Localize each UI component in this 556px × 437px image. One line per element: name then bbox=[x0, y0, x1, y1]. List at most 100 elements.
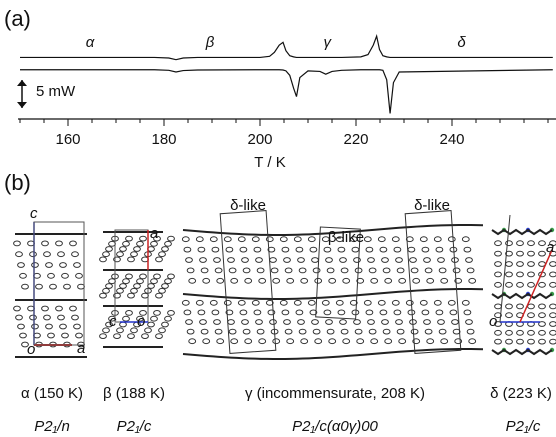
molecule bbox=[505, 303, 513, 310]
caption: β (188 K) bbox=[103, 385, 165, 402]
molecule bbox=[153, 273, 161, 280]
molecule bbox=[353, 257, 361, 263]
molecule bbox=[49, 283, 57, 290]
molecule bbox=[461, 299, 470, 306]
overlay-label: δ-like bbox=[230, 197, 266, 214]
molecule bbox=[139, 235, 147, 242]
molecule bbox=[116, 327, 124, 334]
molecule bbox=[185, 319, 193, 325]
molecule bbox=[505, 271, 513, 278]
molecule bbox=[494, 312, 502, 319]
molecule bbox=[47, 332, 55, 339]
molecule bbox=[405, 236, 414, 243]
molecule bbox=[150, 315, 158, 322]
molecule bbox=[119, 283, 127, 289]
molecule bbox=[435, 309, 444, 316]
molecule bbox=[356, 338, 365, 345]
molecule bbox=[438, 328, 447, 335]
molecule bbox=[295, 246, 304, 253]
molecule bbox=[494, 329, 502, 336]
molecule bbox=[113, 292, 121, 299]
molecule bbox=[251, 299, 260, 306]
molecule bbox=[15, 251, 23, 258]
molecule bbox=[223, 236, 232, 243]
molecule bbox=[75, 272, 83, 279]
axis-label: a bbox=[77, 340, 85, 357]
molecule bbox=[155, 333, 163, 340]
molecule bbox=[527, 303, 535, 310]
molecule bbox=[161, 246, 169, 252]
molecule bbox=[77, 283, 85, 290]
phase-label: α bbox=[86, 34, 95, 51]
molecule bbox=[465, 257, 473, 263]
molecule bbox=[440, 277, 449, 284]
molecule bbox=[197, 246, 206, 253]
molecule bbox=[368, 328, 377, 335]
molecule bbox=[127, 256, 135, 263]
molecule bbox=[538, 321, 546, 327]
molecule bbox=[113, 256, 121, 263]
molecule bbox=[538, 338, 546, 345]
molecule bbox=[272, 338, 281, 345]
molecule bbox=[71, 314, 79, 321]
x-tick-label: 200 bbox=[247, 131, 272, 148]
cell-edge bbox=[499, 214, 511, 323]
molecule bbox=[158, 287, 166, 294]
caption: γ (incommensurate, 208 K) bbox=[245, 385, 425, 402]
scale-bar-label: 5 mW bbox=[36, 83, 76, 100]
molecule bbox=[99, 256, 107, 263]
molecule bbox=[45, 262, 53, 268]
molecule bbox=[323, 246, 332, 253]
molecule bbox=[41, 240, 49, 247]
molecule bbox=[396, 328, 405, 335]
molecule bbox=[527, 271, 535, 278]
molecule bbox=[116, 251, 124, 258]
molecule bbox=[164, 278, 172, 285]
molecule bbox=[286, 338, 295, 345]
molecule bbox=[419, 299, 428, 306]
axis-label: o bbox=[489, 313, 497, 330]
molecule bbox=[505, 250, 513, 257]
molecule bbox=[314, 277, 323, 284]
molecule bbox=[228, 267, 237, 274]
molecule bbox=[122, 315, 130, 322]
molecule bbox=[158, 327, 166, 334]
molecule bbox=[188, 338, 197, 345]
molecule bbox=[209, 236, 218, 243]
molecule bbox=[321, 236, 330, 243]
molecule bbox=[297, 319, 305, 325]
molecule bbox=[213, 319, 221, 325]
phase-label: β bbox=[205, 34, 215, 51]
molecule bbox=[158, 251, 166, 258]
molecule bbox=[440, 338, 449, 345]
molecule bbox=[527, 261, 535, 267]
molecule bbox=[13, 305, 21, 312]
molecule bbox=[136, 240, 144, 247]
molecule bbox=[549, 261, 556, 267]
molecule bbox=[382, 328, 391, 335]
molecule bbox=[216, 277, 225, 284]
molecule bbox=[494, 240, 502, 247]
molecule bbox=[267, 246, 276, 253]
molecule bbox=[136, 315, 144, 322]
molecule bbox=[108, 240, 116, 247]
molecule bbox=[258, 277, 267, 284]
molecule bbox=[116, 287, 124, 294]
molecule bbox=[255, 319, 263, 325]
chain bbox=[491, 292, 553, 300]
molecule bbox=[43, 314, 51, 321]
molecule bbox=[55, 305, 63, 312]
molecule bbox=[161, 283, 169, 289]
molecule bbox=[105, 321, 113, 328]
molecule bbox=[337, 246, 346, 253]
molecule bbox=[167, 273, 175, 280]
cell bbox=[404, 210, 462, 354]
molecule bbox=[108, 278, 116, 285]
dsc-curve bbox=[20, 34, 553, 61]
molecule bbox=[286, 277, 295, 284]
molecule bbox=[55, 240, 63, 247]
molecule bbox=[197, 309, 206, 316]
molecule bbox=[433, 236, 442, 243]
molecule bbox=[43, 251, 51, 258]
molecule bbox=[335, 299, 344, 306]
